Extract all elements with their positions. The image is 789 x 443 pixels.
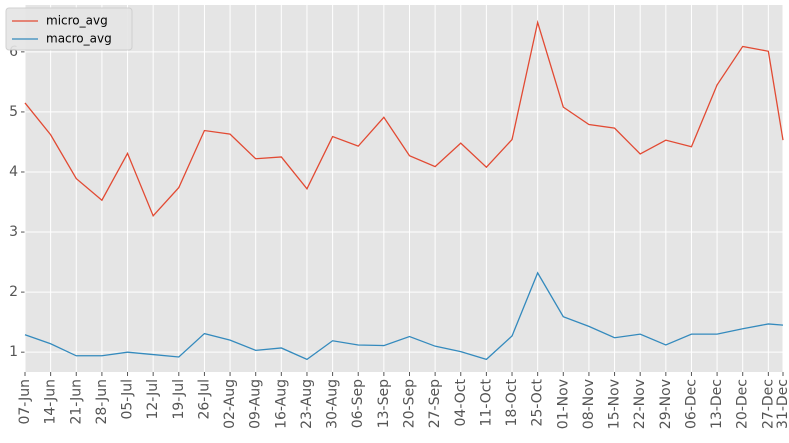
x-tick-label: 15-Nov [607,379,623,429]
x-tick-label: 20-Sep [401,379,417,428]
x-tick-label: 23-Aug [299,379,315,429]
y-tick-label: 1 [9,344,18,360]
x-tick-label: 07-Jun [17,379,33,425]
x-tick-label: 18-Oct [504,378,520,426]
x-tick-label: 26-Jul [196,379,212,420]
x-tick-label: 27-Sep [427,379,443,428]
x-tick-label: 12-Jul [145,379,161,420]
x-tick-label: 25-Oct [530,378,546,426]
x-tick-label: 06-Dec [683,379,699,429]
x-tick-label: 01-Nov [555,379,571,429]
y-tick-label: 3 [9,224,18,240]
legend-label: macro_avg [46,32,112,46]
series-line [24,271,784,361]
x-tick-label: 06-Sep [350,379,366,428]
y-tick-label: 2 [9,284,18,300]
x-tick-label: 29-Nov [658,379,674,429]
x-tick-label: 16-Aug [273,379,289,429]
x-tick-label: 11-Oct [478,378,494,426]
x-tick-label: 05-Jul [120,379,136,420]
legend-label: micro_avg [46,14,108,28]
y-tick-label: 4 [9,164,18,180]
x-tick-label: 22-Nov [632,379,648,429]
x-tick-label: 13-Sep [376,379,392,428]
x-tick-label: 14-Jun [43,379,59,425]
x-tick-label: 09-Aug [248,379,264,429]
x-tick-label: 31-Dec [775,379,789,429]
plot-area [25,5,783,372]
y-tick-label: 5 [9,104,18,120]
x-tick-label: 27-Dec [760,379,776,429]
x-tick-label: 30-Aug [325,379,341,429]
x-tick-label: 02-Aug [222,379,238,429]
x-tick-label: 19-Jul [171,379,187,420]
series-line [24,19,784,218]
x-tick-label: 20-Dec [735,379,751,429]
x-tick-label: 21-Jun [68,379,84,425]
x-tick-label: 08-Nov [581,379,597,429]
x-tick-label: 13-Dec [709,379,725,429]
x-tick-label: 04-Oct [453,378,469,426]
y-tick-label: 6 [9,44,18,60]
x-tick-label: 28-Jun [94,379,110,425]
